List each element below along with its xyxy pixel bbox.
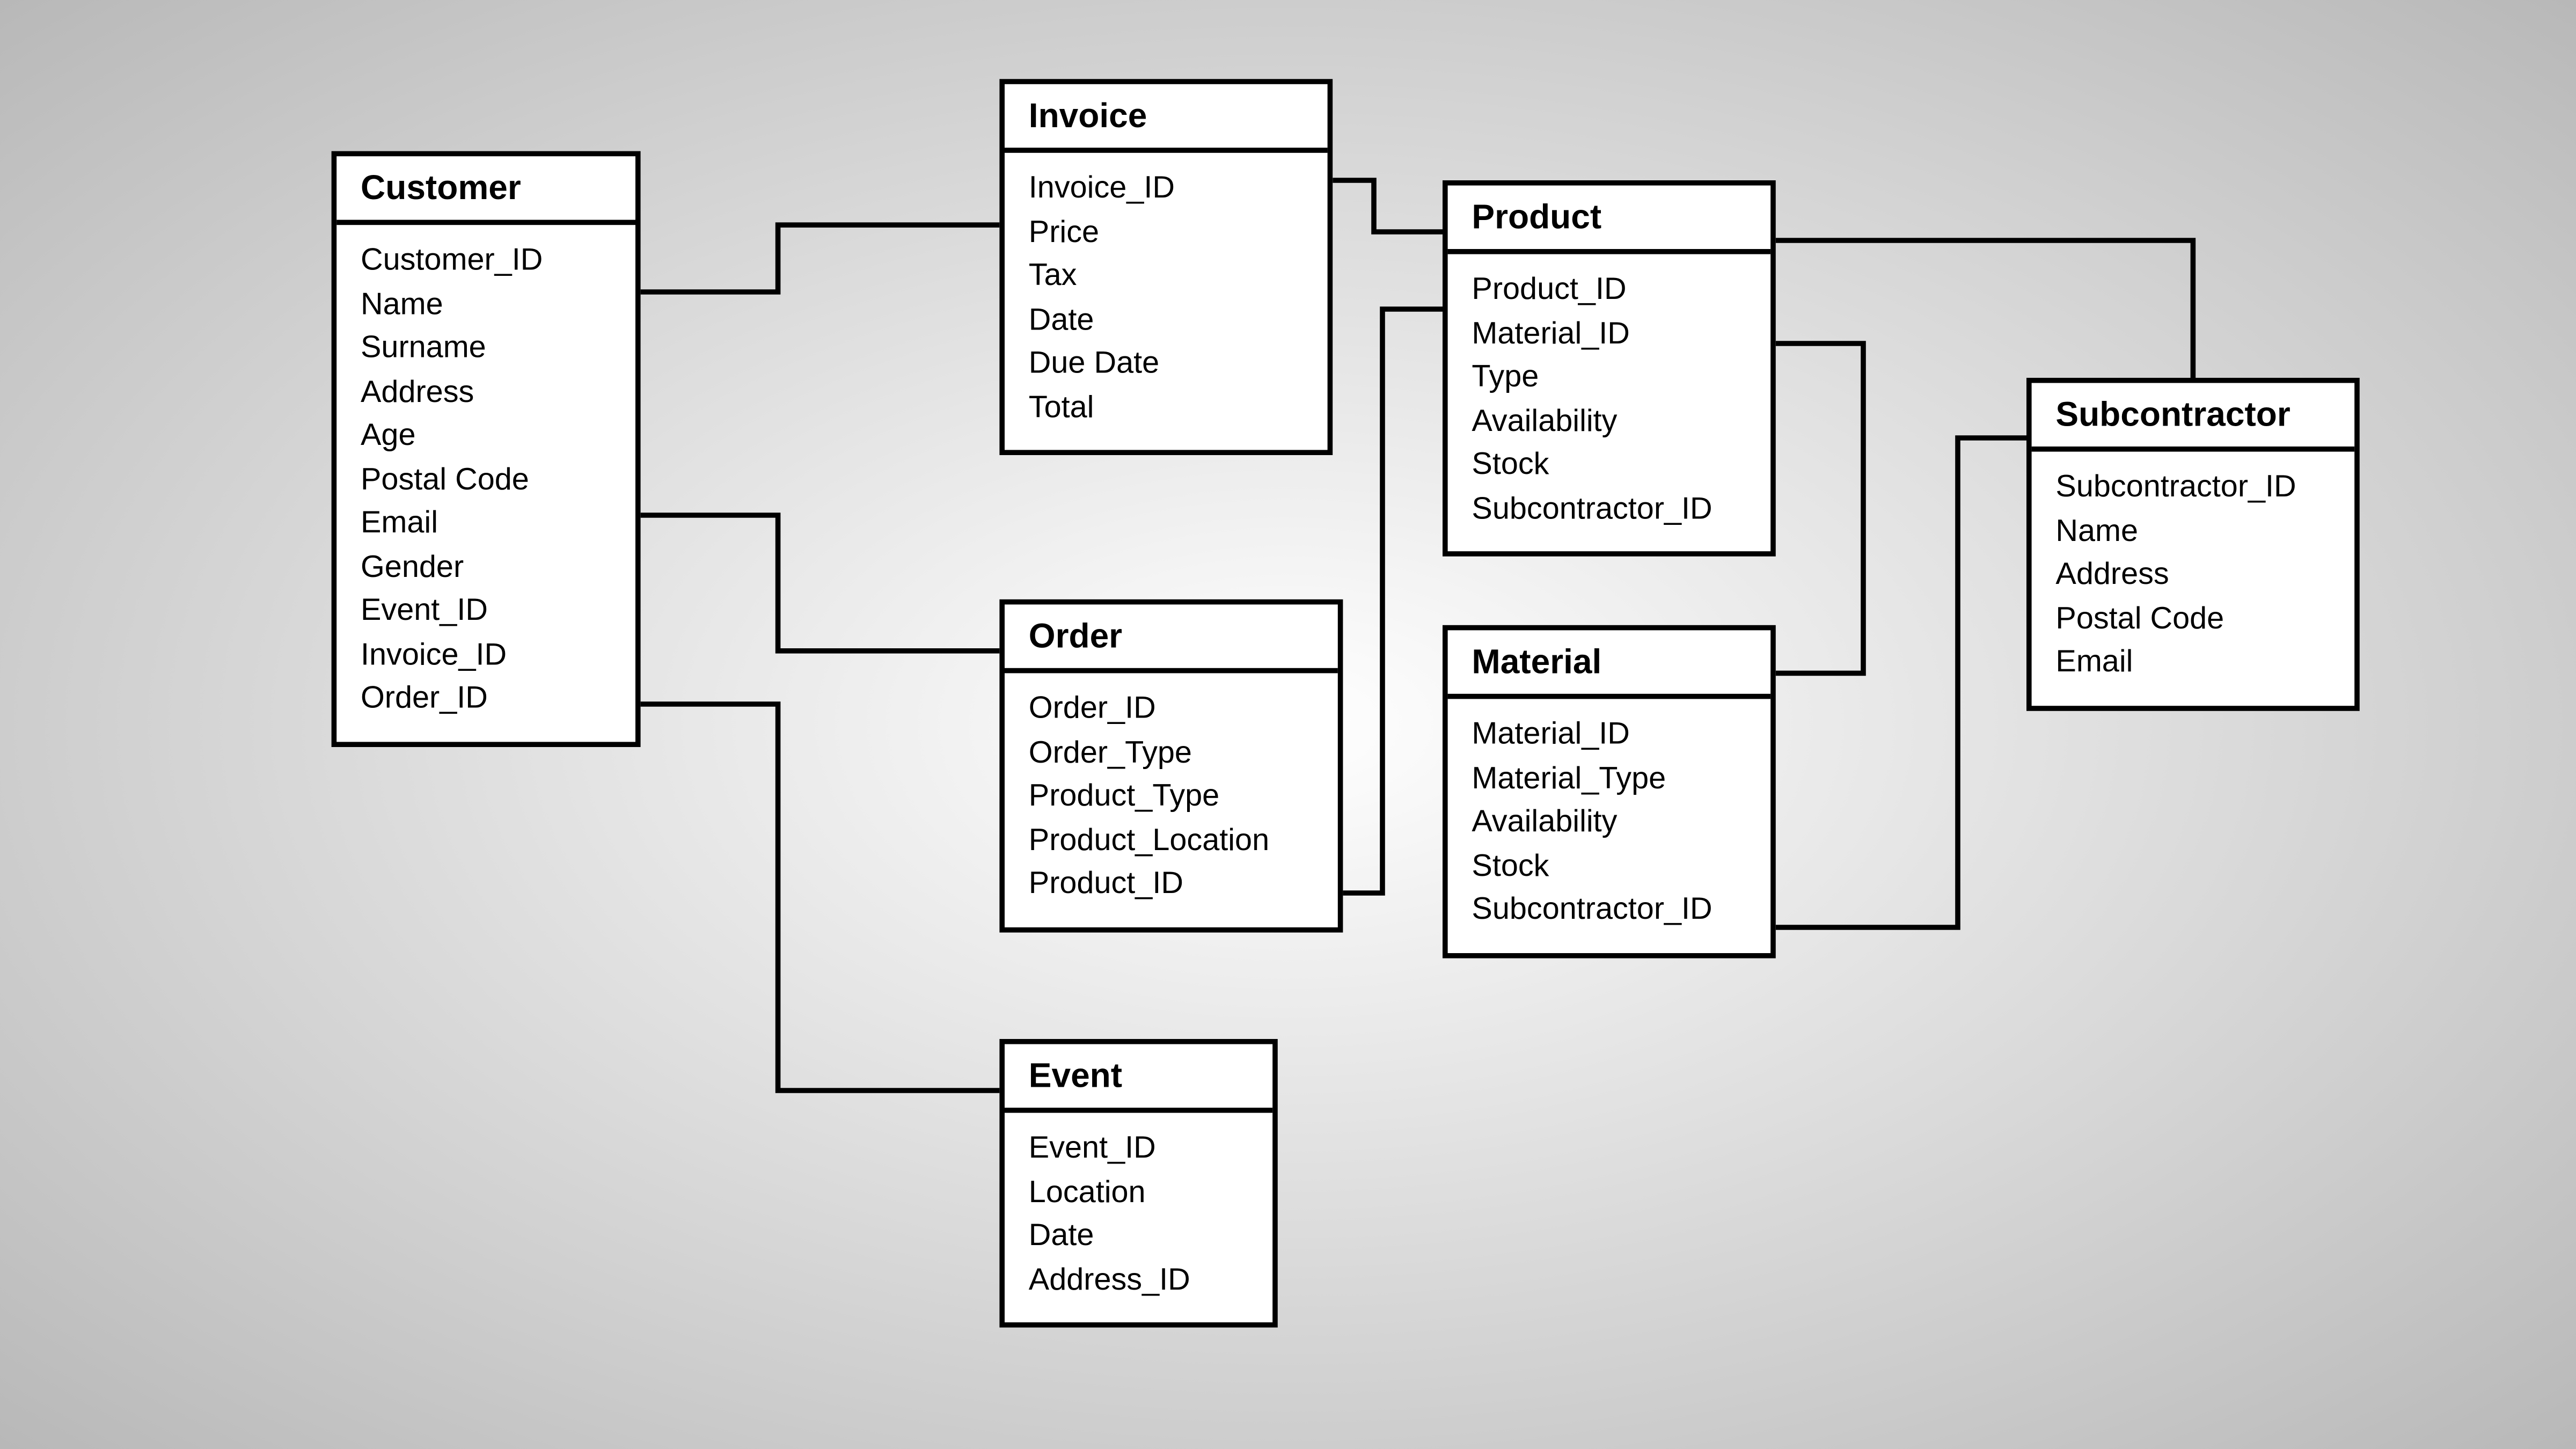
entity-event-field: Address_ID (1029, 1258, 1249, 1302)
edge-customer-invoice (641, 225, 1000, 292)
entity-product-title: Product (1448, 186, 1771, 254)
entity-product-fields: Product_IDMaterial_IDTypeAvailabilitySto… (1448, 254, 1771, 552)
entity-subcontractor-field: Postal Code (2055, 597, 2330, 641)
entity-customer-field: Surname (361, 326, 611, 370)
entity-event-title: Event (1005, 1044, 1272, 1113)
entity-product-field: Availability (1472, 399, 1746, 443)
entity-invoice-field: Due Date (1029, 342, 1304, 386)
entity-order-fields: Order_IDOrder_TypeProduct_TypeProduct_Lo… (1005, 673, 1338, 927)
edge-customer-order (641, 515, 1000, 651)
entity-event-field: Date (1029, 1214, 1249, 1258)
entity-subcontractor-field: Email (2055, 641, 2330, 685)
entity-invoice-fields: Invoice_IDPriceTaxDateDue DateTotal (1005, 153, 1328, 451)
entity-subcontractor-title: Subcontractor (2032, 383, 2355, 452)
entity-product-field: Material_ID (1472, 312, 1746, 356)
entity-subcontractor-field: Name (2055, 509, 2330, 553)
entity-material-field: Material_ID (1472, 713, 1746, 757)
entity-invoice: Invoice Invoice_IDPriceTaxDateDue DateTo… (999, 79, 1333, 456)
entity-customer-field: Email (361, 502, 611, 546)
entity-material-field: Material_Type (1472, 757, 1746, 801)
entity-subcontractor-field: Subcontractor_ID (2055, 465, 2330, 509)
edge-order-product (1343, 309, 1443, 893)
entity-customer-field: Age (361, 414, 611, 458)
entity-customer-field: Customer_ID (361, 239, 611, 283)
entity-invoice-field: Date (1029, 298, 1304, 342)
entity-event-field: Location (1029, 1170, 1249, 1214)
edge-material-subcontractor (1776, 438, 2026, 927)
entity-order-field: Product_Location (1029, 818, 1314, 862)
entity-product-field: Product_ID (1472, 268, 1746, 312)
entity-subcontractor-field: Address (2055, 553, 2330, 597)
entity-customer-field: Order_ID (361, 677, 611, 721)
edge-invoice-product (1333, 180, 1443, 232)
entity-invoice-field: Total (1029, 386, 1304, 430)
edge-product-material (1776, 343, 1863, 673)
entity-event-field: Event_ID (1029, 1126, 1249, 1170)
entity-invoice-field: Price (1029, 210, 1304, 254)
entity-product-field: Type (1472, 356, 1746, 400)
entity-invoice-title: Invoice (1005, 84, 1328, 153)
edge-customer-event (641, 704, 1000, 1091)
entity-customer-field: Event_ID (361, 590, 611, 634)
entity-customer-field: Gender (361, 546, 611, 590)
entity-subcontractor: Subcontractor Subcontractor_IDNameAddres… (2026, 378, 2360, 711)
entity-product-field: Stock (1472, 443, 1746, 487)
entity-customer-fields: Customer_IDNameSurnameAddressAgePostal C… (336, 225, 635, 742)
edge-product-subcontractor (1776, 240, 2193, 378)
entity-event-fields: Event_IDLocationDateAddress_ID (1005, 1113, 1272, 1323)
entity-material: Material Material_IDMaterial_TypeAvailab… (1443, 625, 1776, 958)
entity-event: Event Event_IDLocationDateAddress_ID (999, 1039, 1277, 1328)
entity-order-field: Order_Type (1029, 731, 1314, 775)
entity-order-field: Order_ID (1029, 687, 1314, 731)
entity-invoice-field: Invoice_ID (1029, 166, 1304, 210)
entity-customer: Customer Customer_IDNameSurnameAddressAg… (332, 151, 641, 747)
entity-customer-field: Address (361, 370, 611, 414)
entity-order: Order Order_IDOrder_TypeProduct_TypeProd… (999, 599, 1343, 932)
entity-material-field: Subcontractor_ID (1472, 888, 1746, 932)
entity-customer-field: Postal Code (361, 458, 611, 502)
entity-material-fields: Material_IDMaterial_TypeAvailabilityStoc… (1448, 699, 1771, 953)
entity-customer-field: Invoice_ID (361, 634, 611, 678)
entity-subcontractor-fields: Subcontractor_IDNameAddressPostal CodeEm… (2032, 452, 2355, 706)
entity-product: Product Product_IDMaterial_IDTypeAvailab… (1443, 180, 1776, 557)
entity-customer-field: Name (361, 283, 611, 327)
entity-material-field: Stock (1472, 844, 1746, 888)
entity-order-field: Product_Type (1029, 775, 1314, 819)
entity-customer-title: Customer (336, 156, 635, 225)
entity-order-title: Order (1005, 604, 1338, 673)
entity-material-title: Material (1448, 630, 1771, 699)
entity-material-field: Availability (1472, 801, 1746, 845)
entity-product-field: Subcontractor_ID (1472, 487, 1746, 531)
entity-order-field: Product_ID (1029, 862, 1314, 906)
entity-invoice-field: Tax (1029, 254, 1304, 298)
